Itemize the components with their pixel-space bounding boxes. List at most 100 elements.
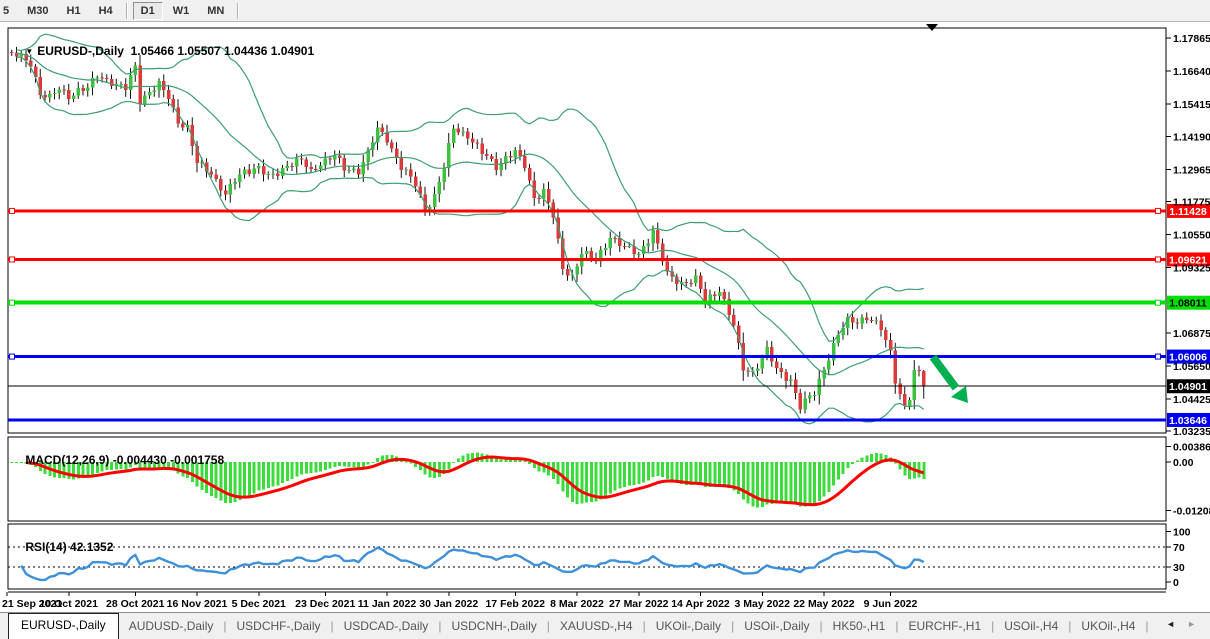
trend-arrow-annotation[interactable] [929, 354, 968, 403]
date-label: 30 Jan 2022 [419, 598, 478, 610]
price-tick-label: 1.11775 [1173, 197, 1210, 209]
tab-separator: | [546, 619, 550, 633]
symbol-dropdown-icon[interactable]: ▼ [25, 47, 34, 56]
chart-tab-usoil-h4[interactable]: USOil-,H4 [1004, 619, 1059, 633]
chart-tab-eurusd-daily[interactable]: EURUSD-,Daily [8, 613, 119, 639]
rsi-panel[interactable] [7, 523, 1167, 590]
price-badge [1167, 203, 1210, 218]
price-badge [1167, 252, 1210, 267]
price-tick-label: 1.03235 [1173, 426, 1210, 438]
chart-tab-ukoil-daily[interactable]: UKOil-,Daily [655, 619, 722, 633]
tab-separator: | [819, 619, 823, 633]
tab-separator: | [991, 619, 995, 633]
rsi-label: RSI(14) 42.1352 [12, 526, 113, 568]
price-tick-label: 1.10550 [1173, 230, 1210, 242]
timeframe-button-h4[interactable]: H4 [98, 4, 113, 17]
price-tick-label: 1.15415 [1173, 99, 1210, 111]
date-label: 17 Feb 2022 [485, 598, 545, 610]
price-badge-label: 1.03646 [1169, 415, 1207, 427]
price-tick-label: 1.09325 [1173, 262, 1210, 274]
tab-separator: | [731, 619, 735, 633]
price-tick-label: 1.16640 [1173, 66, 1210, 78]
price-badge-label: 1.06006 [1169, 352, 1207, 364]
price-badge-label: 1.08011 [1169, 298, 1207, 310]
timeframe-button-d1[interactable]: D1 [132, 1, 163, 20]
date-label: 27 Mar 2022 [609, 598, 669, 610]
chart-tab-usdcnh-daily[interactable]: USDCNH-,Daily [451, 619, 537, 633]
price-badge [1167, 412, 1210, 427]
macd-tick-label: -0.01208 [1173, 505, 1210, 517]
price-badge [1167, 295, 1210, 310]
chart-shift-marker-icon[interactable] [926, 24, 938, 31]
tab-separator: | [642, 619, 646, 633]
price-badge-label: 1.04901 [1169, 381, 1207, 393]
tab-scroll-left-icon[interactable]: ◄ [1166, 619, 1176, 629]
date-label: 23 Dec 2021 [295, 598, 355, 610]
macd-values: -0.004430 -0.001758 [112, 453, 225, 467]
chart-tab-usoil-daily[interactable]: USOil-,Daily [744, 619, 810, 633]
price-badge [1167, 379, 1210, 394]
price-tick-label: 1.12965 [1173, 165, 1210, 177]
tab-separator: | [330, 619, 334, 633]
chart-canvas[interactable]: 1.11428 1.09621 1.08011 1.06006 1.04901 1.036… [0, 22, 1210, 612]
timeframe-button-5[interactable]: 5 [3, 4, 10, 17]
toolbar-separator [125, 2, 128, 19]
price-tick-label: 1.17865 [1173, 33, 1210, 45]
tab-separator: | [895, 619, 899, 633]
price-badge [1167, 349, 1210, 364]
macd-tick-label: 0.00 [1173, 457, 1194, 469]
bollinger-lower [16, 56, 925, 425]
timeframe-button-m30[interactable]: M30 [27, 4, 49, 17]
date-label: 5 Dec 2021 [232, 598, 286, 610]
date-label: 28 Oct 2021 [106, 598, 165, 610]
price-axis[interactable]: 1.17865 1.16640 1.15415 1.14190 1.12965 1.117… [1166, 33, 1210, 589]
main-price-panel[interactable] [7, 27, 1167, 434]
bollinger-middle [16, 53, 924, 376]
date-label: 16 Nov 2021 [167, 598, 228, 610]
chart-tab-xauusd-h4[interactable]: XAUUSD-,H4 [559, 619, 633, 633]
chart-tab-audusd-daily[interactable]: AUDUSD-,Daily [128, 619, 214, 633]
price-tick-label: 1.06875 [1173, 328, 1210, 340]
chart-tab-ukoil-h4[interactable]: UKOil-,H4 [1081, 619, 1136, 633]
tab-separator: | [1145, 619, 1149, 633]
chart-tab-eurchf-h1[interactable]: EURCHF-,H1 [908, 619, 982, 633]
tab-separator: | [438, 619, 442, 633]
chart-tab-usdchf-daily[interactable]: USDCHF-,Daily [236, 619, 321, 633]
tab-separator: | [223, 619, 227, 633]
chart-tab-hk50-h1[interactable]: HK50-,H1 [832, 619, 886, 633]
macd-label: MACD(12,26,9) -0.004430 -0.001758 [12, 439, 224, 481]
rsi-tick-label: 100 [1173, 527, 1191, 539]
timeframe-button-h1[interactable]: H1 [66, 4, 81, 17]
date-label: 22 May 2022 [793, 598, 854, 610]
chart-tab-bar: EURUSD-,Daily AUDUSD-,Daily | USDCHF-,Daily… [0, 612, 1210, 639]
chart-tab-usdcad-daily[interactable]: USDCAD-,Daily [343, 619, 429, 633]
rsi-indicator-name: RSI(14) [25, 540, 67, 554]
price-badge-label: 1.11428 [1169, 206, 1207, 218]
date-label: 21 Sep 2021 [2, 598, 62, 610]
timeframe-button-mn[interactable]: MN [207, 4, 225, 17]
macd-tick-label: 0.003865 [1173, 442, 1210, 454]
toolbar-separator [237, 2, 240, 19]
rsi-tick-label: 70 [1173, 542, 1185, 554]
chart-legend: ▼ EURUSD-,Daily 1.05466 1.05507 1.04436 1… [12, 30, 314, 72]
timeframe-button-w1[interactable]: W1 [172, 4, 190, 17]
legend-symbol: EURUSD-,Daily [37, 44, 124, 58]
date-label: 9 Jun 2022 [864, 598, 918, 610]
price-badge-label: 1.09621 [1169, 254, 1207, 266]
timeframe-toolbar: 5 M30 H1 H4 D1 W1 MN [0, 0, 1210, 22]
tab-scroll-right-icon[interactable]: ► [1187, 619, 1196, 629]
legend-ohlc: 1.05466 1.05507 1.04436 1.04901 [130, 44, 315, 58]
rsi-line [20, 546, 925, 582]
date-label: 11 Jan 2022 [358, 598, 417, 610]
date-label: 8 Mar 2022 [550, 598, 604, 610]
tab-separator: | [1068, 619, 1072, 633]
bollinger-bands [16, 33, 925, 425]
price-tick-label: 1.14190 [1173, 132, 1210, 144]
date-label: 10 Oct 2021 [40, 598, 99, 610]
macd-indicator-name: MACD(12,26,9) [25, 453, 110, 467]
price-tick-label: 1.05650 [1173, 361, 1210, 373]
candles [10, 46, 926, 414]
rsi-tick-label: 0 [1173, 577, 1179, 589]
rsi-value: 42.1352 [70, 540, 114, 554]
